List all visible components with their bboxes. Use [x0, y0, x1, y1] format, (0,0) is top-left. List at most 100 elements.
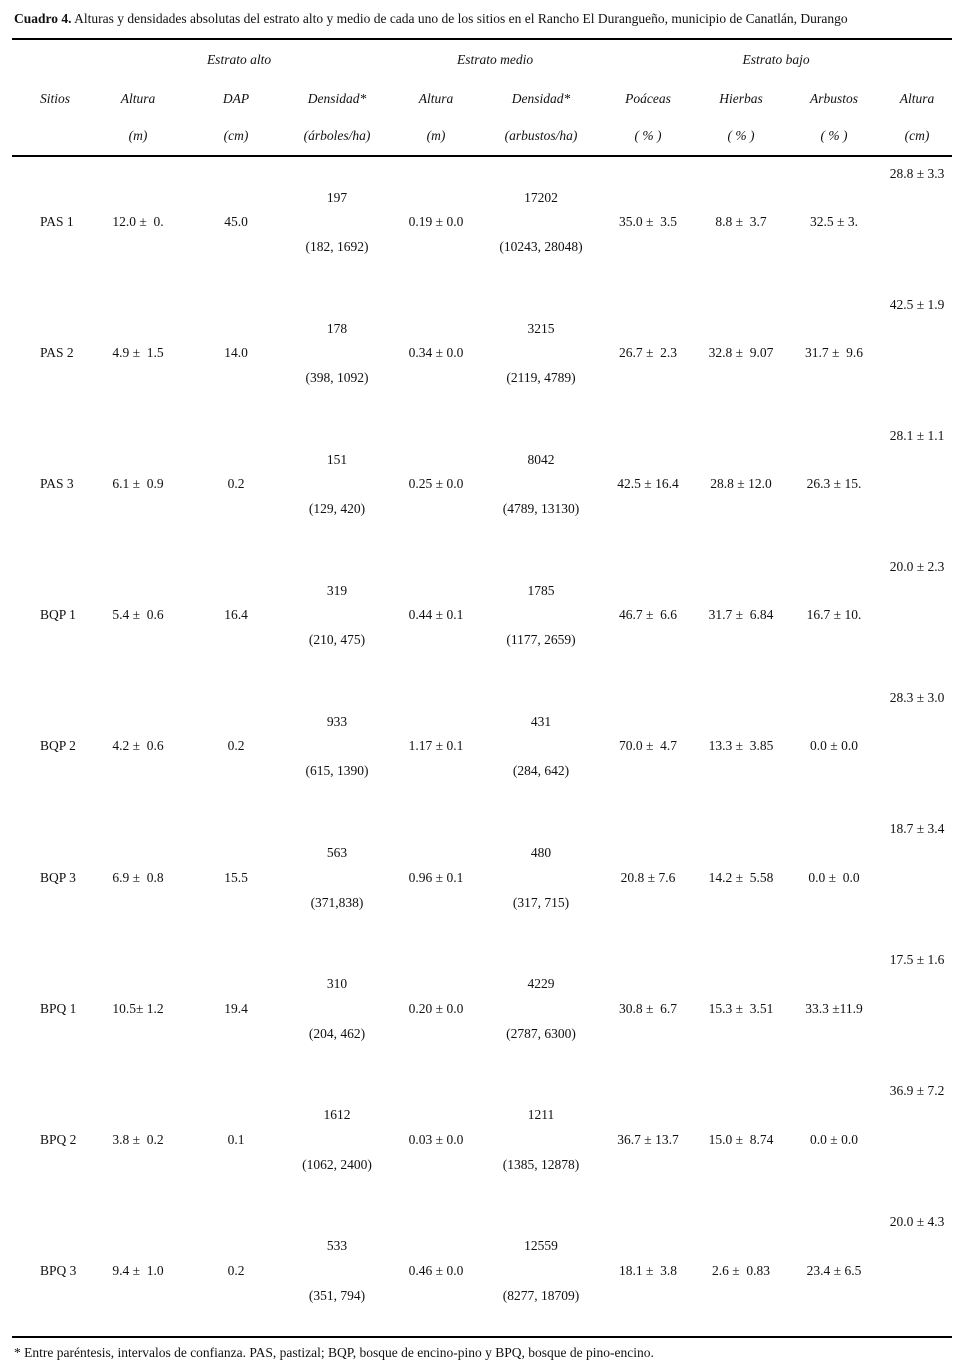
cell-altura-alto: 12.0 ± 0.	[112, 214, 164, 230]
cell-altura-bajo: 28.3 ± 3.0	[889, 689, 945, 705]
data-table: Estrato alto Estrato medio Estrato bajo …	[12, 37, 953, 1339]
cell-arbustos: 31.7 ± 9.6	[804, 345, 864, 361]
cell-ci-alto: (1062, 2400)	[302, 1156, 372, 1172]
cell-ci-medio: (1177, 2659)	[506, 632, 576, 648]
cell-altura-bajo: 20.0 ± 4.3	[889, 1214, 945, 1230]
cell-sitio: BQP 3	[40, 869, 76, 885]
cell-altura-alto: 6.1 ± 0.9	[112, 476, 164, 492]
cell-ci-alto: (129, 420)	[308, 501, 366, 517]
cell-altura-medio: 0.44 ± 0.1	[408, 607, 464, 623]
table-title-text: Alturas y densidades absolutas del estra…	[71, 11, 848, 26]
group-estrato-medio: Estrato medio	[456, 52, 534, 68]
cell-densidad-alto: 151	[326, 451, 348, 467]
cell-ci-alto: (615, 1390)	[305, 763, 369, 779]
cell-hierbas: 14.2 ± 5.58	[708, 869, 774, 885]
cell-ci-medio: (4789, 13130)	[502, 501, 580, 517]
col-header-poaceas: Poáceas	[625, 91, 671, 107]
cell-sitio: PAS 2	[40, 345, 74, 361]
cell-altura-medio: 0.46 ± 0.0	[408, 1262, 464, 1278]
table-row: BPQ 3 9.4 ± 1.0 0.2 533 (351, 794) 0.46 …	[12, 1205, 952, 1337]
cell-sitio: BPQ 1	[40, 1000, 77, 1016]
cell-hierbas: 15.3 ± 3.51	[708, 1000, 774, 1016]
unit-header-poaceas: ( % )	[634, 128, 662, 144]
group-header-spacer	[12, 39, 88, 81]
cell-arbustos: 32.5 ± 3.	[810, 214, 858, 230]
cell-arbustos: 16.7 ± 10.	[806, 607, 862, 623]
cell-altura-medio: 1.17 ± 0.1	[408, 738, 464, 754]
cell-hierbas: 13.3 ± 3.85	[708, 738, 774, 754]
cell-ci-alto: (351, 794)	[308, 1287, 366, 1303]
cell-altura-bajo: 42.5 ± 1.9	[889, 296, 945, 312]
group-estrato-bajo: Estrato bajo	[742, 52, 810, 68]
cell-arbustos: 33.3 ±11.9	[805, 1000, 863, 1016]
cell-altura-alto: 9.4 ± 1.0	[112, 1262, 164, 1278]
cell-densidad-medio: 8042	[527, 451, 555, 467]
cell-dap: 15.5	[224, 869, 248, 885]
unit-header-row: (m) (cm) (árboles/ha) (m) (arbustos/ha) …	[12, 118, 952, 156]
cell-dap: 45.0	[224, 214, 248, 230]
cell-altura-bajo: 17.5 ± 1.6	[889, 952, 945, 968]
cell-altura-medio: 0.20 ± 0.0	[408, 1000, 464, 1016]
cell-sitio: BQP 1	[40, 607, 76, 623]
cell-ci-medio: (2119, 4789)	[506, 370, 576, 386]
col-header-altura-alto: Altura	[120, 91, 156, 107]
footnote: * Entre paréntesis, intervalos de confia…	[14, 1345, 654, 1361]
col-header-arbustos: Arbustos	[810, 91, 859, 107]
cell-altura-bajo: 18.7 ± 3.4	[889, 821, 945, 837]
cell-ci-alto: (371,838)	[310, 894, 364, 910]
col-header-altura-bajo: Altura	[899, 91, 935, 107]
cell-altura-bajo: 28.1 ± 1.1	[889, 427, 945, 443]
unit-header-densidad-medio: (arbustos/ha)	[504, 128, 578, 144]
cell-altura-medio: 0.34 ± 0.0	[408, 345, 464, 361]
cell-dap: 0.2	[227, 738, 245, 754]
col-header-densidad-medio: Densidad*	[511, 91, 571, 107]
unit-header-dap: (cm)	[223, 128, 249, 144]
cell-dap: 19.4	[224, 1000, 248, 1016]
cell-ci-alto: (204, 462)	[308, 1025, 366, 1041]
cell-densidad-alto: 310	[326, 976, 348, 992]
cell-densidad-medio: 3215	[527, 320, 555, 336]
cell-altura-alto: 10.5± 1.2	[112, 1000, 164, 1016]
column-header-row: Sitios Altura DAP Densidad* Altura Densi…	[12, 81, 952, 118]
unit-header-altura-medio: (m)	[426, 128, 446, 144]
table-row: BPQ 1 10.5± 1.2 19.4 310 (204, 462) 0.20…	[12, 943, 952, 1074]
cell-arbustos: 0.0 ± 0.0	[810, 738, 858, 754]
table-title-label: Cuadro 4.	[14, 11, 72, 26]
unit-header-hierbas: ( % )	[727, 128, 755, 144]
cell-densidad-alto: 533	[326, 1238, 348, 1254]
cell-altura-alto: 3.8 ± 0.2	[112, 1131, 164, 1147]
cell-altura-bajo: 28.8 ± 3.3	[889, 165, 945, 181]
cell-arbustos: 0.0 ± 0.0	[808, 869, 860, 885]
cell-ci-medio: (284, 642)	[512, 763, 570, 779]
cell-ci-medio: (2787, 6300)	[506, 1025, 576, 1041]
cell-densidad-medio: 12559	[524, 1238, 558, 1254]
table-row: BPQ 2 3.8 ± 0.2 0.1 1612 (1062, 2400) 0.…	[12, 1074, 952, 1205]
cell-poaceas: 42.5 ± 16.4	[617, 476, 679, 492]
col-header-hierbas: Hierbas	[719, 91, 763, 107]
cell-arbustos: 23.4 ± 6.5	[806, 1262, 862, 1278]
cell-ci-medio: (10243, 28048)	[499, 239, 583, 255]
cell-poaceas: 18.1 ± 3.8	[618, 1262, 678, 1278]
cell-hierbas: 15.0 ± 8.74	[708, 1131, 774, 1147]
table-title: Cuadro 4. Alturas y densidades absolutas…	[14, 10, 952, 28]
group-estrato-alto: Estrato alto	[206, 52, 272, 68]
cell-sitio: BPQ 2	[40, 1131, 77, 1147]
cell-altura-alto: 4.2 ± 0.6	[112, 738, 164, 754]
cell-sitio: BQP 2	[40, 738, 76, 754]
cell-altura-bajo: 20.0 ± 2.3	[889, 558, 945, 574]
cell-poaceas: 35.0 ± 3.5	[618, 214, 678, 230]
cell-hierbas: 2.6 ± 0.83	[711, 1262, 771, 1278]
cell-poaceas: 36.7 ± 13.7	[617, 1131, 679, 1147]
cell-arbustos: 26.3 ± 15.	[806, 476, 862, 492]
table-row: BQP 3 6.9 ± 0.8 15.5 563 (371,838) 0.96 …	[12, 812, 952, 943]
cell-ci-alto: (398, 1092)	[305, 370, 369, 386]
cell-sitio: PAS 3	[40, 476, 74, 492]
cell-hierbas: 28.8 ± 12.0	[710, 476, 772, 492]
table-row: PAS 1 12.0 ± 0. 45.0 197 (182, 1692) 0.1…	[12, 156, 952, 288]
unit-header-densidad-alto: (árboles/ha)	[303, 128, 371, 144]
table-body: PAS 1 12.0 ± 0. 45.0 197 (182, 1692) 0.1…	[12, 156, 952, 1338]
table-row: PAS 2 4.9 ± 1.5 14.0 178 (398, 1092) 0.3…	[12, 288, 952, 419]
cell-altura-medio: 0.19 ± 0.0	[408, 214, 464, 230]
cell-hierbas: 31.7 ± 6.84	[708, 607, 774, 623]
